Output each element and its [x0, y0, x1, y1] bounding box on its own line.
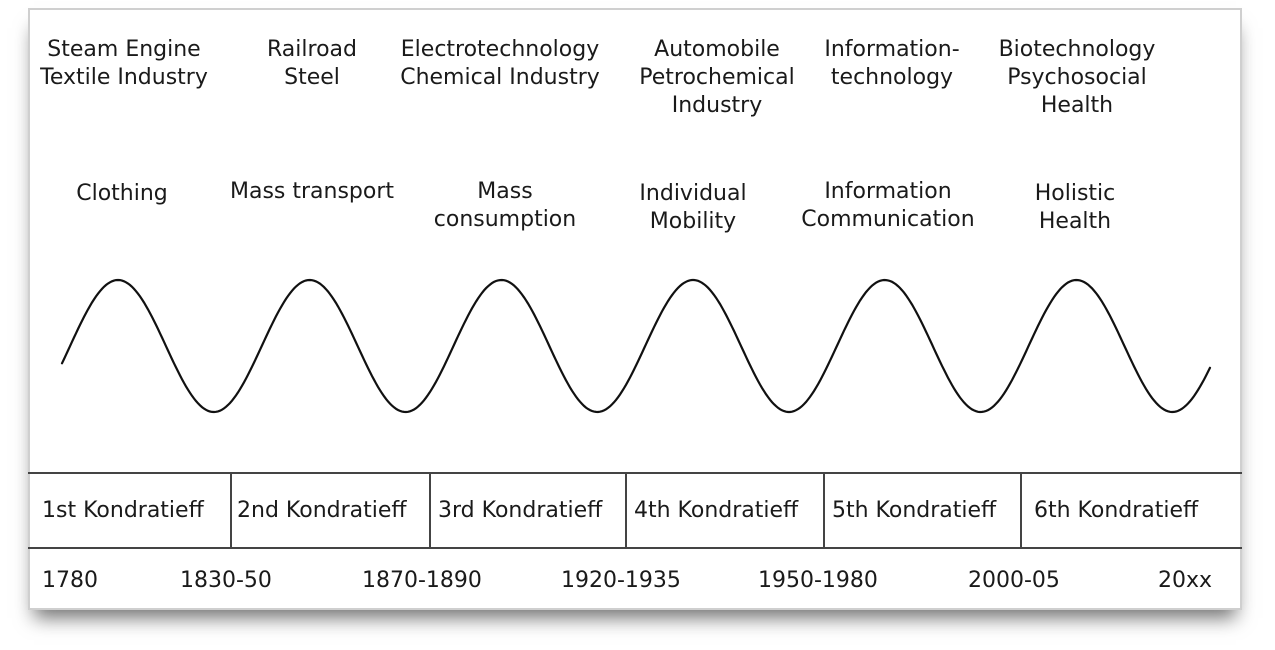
- wave-label-4: 4th Kondratieff: [634, 498, 799, 523]
- need-label-1: Clothing: [76, 181, 168, 206]
- table-top-border: [28, 472, 1242, 474]
- year-label-6: 2000-05: [968, 568, 1060, 593]
- year-label-7: 20xx: [1158, 568, 1213, 593]
- year-label-1: 1780: [42, 568, 98, 593]
- technology-label-2: Railroad Steel: [267, 37, 357, 90]
- wave-divider-2: [429, 473, 431, 548]
- year-label-4: 1920-1935: [561, 568, 681, 593]
- year-label-3: 1870-1890: [362, 568, 482, 593]
- need-label-2: Mass transport: [229, 179, 395, 204]
- need-label-3: Mass consumption: [433, 179, 577, 232]
- year-label-2: 1830-50: [180, 568, 272, 593]
- wave-label-3: 3rd Kondratieff: [438, 498, 603, 523]
- table-middle-border: [28, 547, 1242, 549]
- year-label-5: 1950-1980: [758, 568, 878, 593]
- technology-label-1: Steam Engine Textile Industry: [40, 37, 208, 90]
- wave-divider-4: [823, 473, 825, 548]
- technology-label-3: Electrotechnology Chemical Industry: [400, 37, 600, 90]
- wave-label-1: 1st Kondratieff: [42, 498, 204, 523]
- wave-divider-1: [230, 473, 232, 548]
- wave-label-6: 6th Kondratieff: [1034, 498, 1199, 523]
- need-label-6: Holistic Health: [1034, 181, 1116, 234]
- wave-divider-5: [1020, 473, 1022, 548]
- need-label-4: Individual Mobility: [639, 181, 747, 234]
- technology-label-5: Information- technology: [824, 37, 960, 90]
- technology-label-4: Automobile Petrochemical Industry: [639, 37, 795, 118]
- wave-divider-3: [625, 473, 627, 548]
- kondratieff-wave-line: [60, 278, 1212, 414]
- wave-label-5: 5th Kondratieff: [832, 498, 997, 523]
- technology-label-6: Biotechnology Psychosocial Health: [998, 37, 1156, 118]
- wave-label-2: 2nd Kondratieff: [237, 498, 407, 523]
- need-label-5: Information Communication: [801, 179, 975, 232]
